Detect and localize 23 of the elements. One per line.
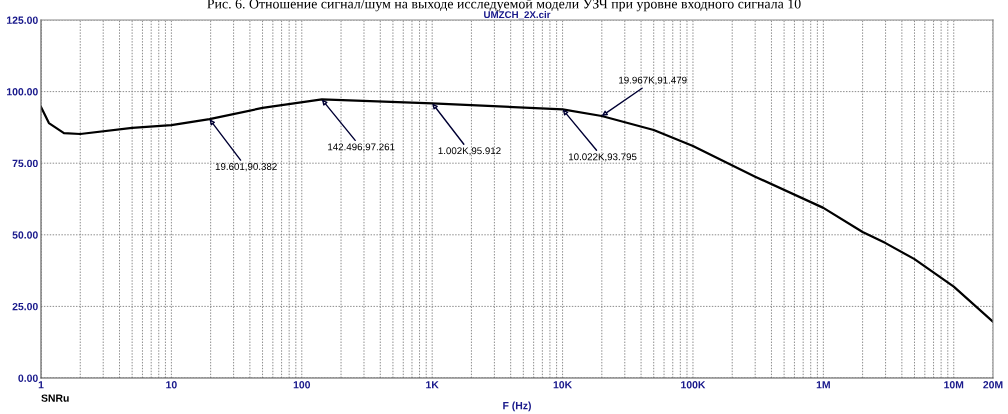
x-tick-label: 1K <box>426 381 439 389</box>
chart-title: UMZCH_2X.cir <box>484 10 551 20</box>
x-tick-label: 10 <box>166 381 177 389</box>
y-tick-label: 25.00 <box>12 302 38 311</box>
y-tick-label: 100.00 <box>7 88 38 96</box>
annotation: 10.022K,93.795 <box>568 153 637 162</box>
x-tick-label: 10M <box>944 381 964 389</box>
annotation: 19.967K,91.479 <box>619 76 687 85</box>
x-tick-label: 1 <box>38 381 44 389</box>
annotation: 1.002K,95.912 <box>438 147 501 156</box>
y-tick-label: 50.00 <box>12 231 38 239</box>
y-tick-label: 125.00 <box>7 16 38 24</box>
x-axis-title: F (Hz) <box>503 401 531 412</box>
annotation: 19.601,90.382 <box>215 163 277 172</box>
x-tick-label: 100K <box>681 381 706 389</box>
annotation: 142.496,97.261 <box>328 143 395 152</box>
y-tick-label: 0.00 <box>18 374 38 382</box>
x-tick-label: 100 <box>293 381 311 389</box>
x-tick-label: 20M <box>983 381 1003 389</box>
y-tick-label: 75.00 <box>12 159 38 168</box>
x-tick-label: 10K <box>553 381 573 389</box>
x-tick-label: 1M <box>816 381 830 389</box>
text: SNRu <box>41 394 69 402</box>
